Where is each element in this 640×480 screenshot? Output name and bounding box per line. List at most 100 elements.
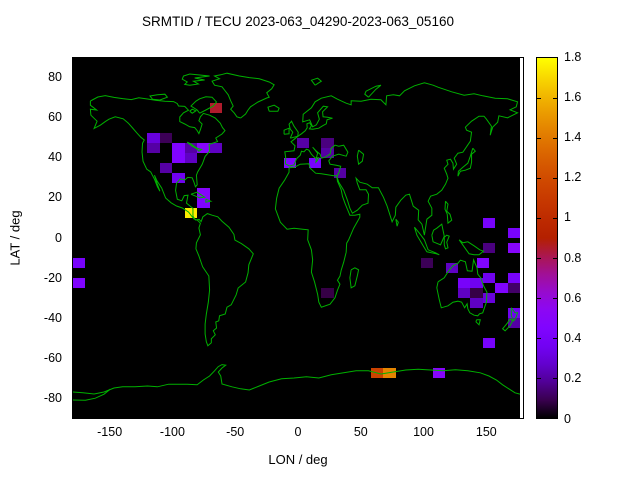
colorbar-tick bbox=[537, 178, 541, 179]
plot-area bbox=[72, 57, 524, 419]
colorbar-tick-label: 1.6 bbox=[564, 89, 582, 104]
coastline-uk bbox=[289, 121, 298, 138]
heatmap-cell bbox=[209, 103, 222, 113]
x-tick-label: -150 bbox=[97, 425, 123, 439]
coastline-borneo bbox=[432, 224, 444, 245]
x-tick-label: 50 bbox=[353, 425, 368, 439]
heatmap-cell bbox=[420, 258, 434, 268]
heatmap-cell bbox=[321, 137, 334, 148]
colorbar-tick-label: 0.8 bbox=[564, 250, 582, 265]
colorbar-tick bbox=[537, 258, 541, 259]
colorbar-tick-label: 0.6 bbox=[564, 290, 582, 305]
colorbar-tick-label: 0 bbox=[564, 411, 571, 426]
heatmap-cell bbox=[482, 243, 496, 253]
heatmap-cell bbox=[159, 163, 173, 173]
colorbar-tick bbox=[553, 218, 557, 219]
heatmap-cell bbox=[184, 143, 198, 153]
coastline-greenland bbox=[212, 73, 274, 118]
colorbar-tick bbox=[553, 178, 557, 179]
heatmap-cell bbox=[507, 283, 520, 293]
heatmap-cell bbox=[507, 318, 520, 328]
y-tick-label: -80 bbox=[43, 391, 62, 406]
world-map bbox=[73, 58, 520, 418]
heatmap-cell bbox=[321, 148, 334, 158]
colorbar-tick-label: 0.2 bbox=[564, 371, 582, 386]
y-tick-label: -60 bbox=[43, 351, 62, 366]
heatmap-cell bbox=[284, 158, 297, 168]
coastline-baffin_island bbox=[191, 97, 217, 113]
coastline-antarctica bbox=[73, 365, 520, 395]
coastline-madagascar bbox=[350, 268, 359, 288]
colorbar-tick bbox=[553, 298, 557, 299]
colorbar-tick-label: 1.4 bbox=[564, 129, 582, 144]
colorbar-tick bbox=[537, 98, 541, 99]
colorbar-tick bbox=[553, 138, 557, 139]
coastline-philippines bbox=[445, 201, 452, 223]
heatmap-cell bbox=[476, 258, 489, 268]
y-tick-label: 40 bbox=[48, 150, 62, 165]
heatmap-cell bbox=[457, 278, 471, 288]
heatmap-cells-layer bbox=[73, 58, 520, 418]
colorbar-tick bbox=[553, 98, 557, 99]
heatmap-cell bbox=[507, 228, 520, 238]
colorbar-tick-label: 0.4 bbox=[564, 331, 582, 346]
y-tick-label: -40 bbox=[43, 310, 62, 325]
colorbar-tick bbox=[537, 138, 541, 139]
coastline-victoria_island bbox=[150, 94, 167, 100]
heatmap-cell bbox=[482, 273, 496, 283]
heatmap-cell bbox=[507, 273, 520, 283]
heatmap-cell bbox=[209, 143, 222, 153]
coastline-hispaniola bbox=[206, 199, 211, 202]
heatmap-cell bbox=[482, 217, 496, 228]
coastline-ellesmere bbox=[182, 74, 209, 85]
colorbar-tick-label: 1.8 bbox=[564, 49, 582, 64]
x-tick-label: 100 bbox=[413, 425, 434, 439]
x-tick-label: -50 bbox=[226, 425, 245, 439]
heatmap-cell bbox=[321, 288, 334, 298]
coastlines-layer bbox=[73, 58, 520, 418]
heatmap-cell bbox=[159, 133, 173, 143]
heatmap-cell bbox=[333, 168, 347, 178]
x-tick-label: 0 bbox=[294, 425, 302, 439]
coastline-sumatra_java bbox=[414, 227, 439, 255]
x-tick-label: 150 bbox=[475, 425, 497, 439]
colorbar-tick bbox=[553, 258, 557, 259]
y-tick-label: -20 bbox=[43, 270, 62, 285]
heatmap-cell bbox=[197, 143, 210, 153]
heatmap-cell bbox=[507, 243, 520, 253]
heatmap-cell bbox=[197, 198, 210, 208]
coastline-cuba bbox=[191, 192, 205, 198]
heatmap-cell bbox=[470, 278, 483, 288]
heatmap-cell bbox=[507, 308, 520, 318]
x-axis-label: LON / deg bbox=[268, 452, 328, 467]
heatmap-cell bbox=[296, 137, 309, 148]
heatmap-cell bbox=[172, 153, 185, 163]
coastline-great_lakes bbox=[187, 142, 201, 151]
colorbar-tick bbox=[537, 378, 541, 379]
colorbar-tick-label: 1.2 bbox=[564, 170, 582, 185]
coastline-novaya_zemlya bbox=[365, 85, 381, 97]
coastline-sri_lanka bbox=[396, 219, 398, 226]
coastline-americas bbox=[90, 96, 253, 346]
heatmap-cell bbox=[197, 188, 210, 198]
colorbar-tick-label: 1 bbox=[564, 210, 571, 225]
colorbar-tick bbox=[537, 298, 541, 299]
y-tick-label: 0 bbox=[55, 230, 62, 245]
heatmap-cell bbox=[73, 258, 86, 268]
heatmap-cell bbox=[147, 133, 160, 143]
heatmap-cell bbox=[184, 153, 198, 163]
y-tick-label: 20 bbox=[48, 190, 62, 205]
colorbar-tick bbox=[553, 338, 557, 339]
heatmap-cell bbox=[147, 143, 160, 153]
heatmap-cell bbox=[73, 278, 86, 288]
coastline-nz_south bbox=[503, 319, 513, 331]
coastline-sulawesi bbox=[444, 235, 449, 249]
heatmap-cell bbox=[482, 293, 496, 303]
heatmap-cell bbox=[172, 143, 185, 153]
heatmap-cell bbox=[172, 173, 185, 183]
colorbar-tick bbox=[537, 218, 541, 219]
chart-title: SRMTID / TECU 2023-063_04290-2023-063_05… bbox=[142, 14, 454, 29]
colorbar bbox=[536, 57, 558, 419]
coastline-africa bbox=[275, 164, 359, 307]
coastline-svalbard bbox=[311, 78, 321, 85]
